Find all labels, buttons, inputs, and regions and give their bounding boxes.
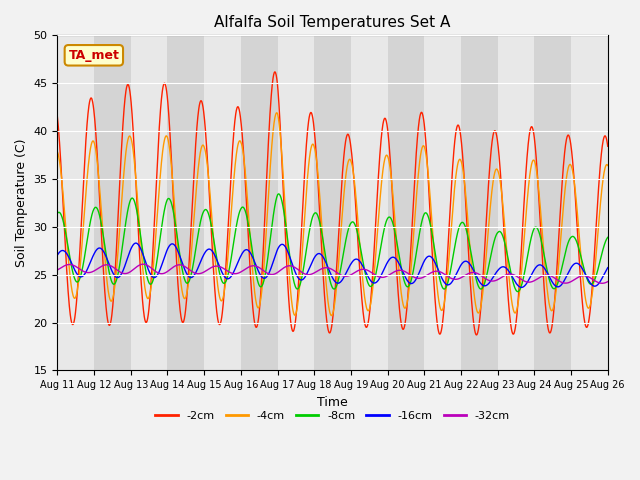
- -8cm: [171, 217, 179, 223]
- -32cm: [260, 268, 268, 274]
- -2cm: [281, 227, 289, 233]
- -16cm: [54, 252, 61, 258]
- -32cm: [429, 269, 437, 275]
- -2cm: [429, 271, 437, 276]
- -4cm: [278, 158, 286, 164]
- -32cm: [598, 280, 606, 286]
- -4cm: [54, 149, 61, 155]
- -8cm: [281, 216, 289, 222]
- -16cm: [604, 265, 612, 271]
- X-axis label: Time: Time: [317, 396, 348, 408]
- -8cm: [85, 227, 93, 232]
- -4cm: [281, 203, 289, 209]
- -32cm: [604, 279, 612, 285]
- -4cm: [604, 163, 612, 168]
- Legend: -2cm, -4cm, -8cm, -16cm, -32cm: -2cm, -4cm, -8cm, -16cm, -32cm: [151, 406, 515, 425]
- -4cm: [259, 272, 267, 277]
- Bar: [168, 36, 204, 371]
- Text: TA_met: TA_met: [68, 49, 119, 62]
- Bar: [461, 36, 498, 371]
- -8cm: [514, 289, 522, 295]
- -8cm: [259, 280, 267, 286]
- -4cm: [273, 110, 280, 116]
- -2cm: [473, 332, 481, 338]
- -4cm: [171, 207, 179, 213]
- Bar: [94, 36, 131, 371]
- -4cm: [430, 243, 438, 249]
- -2cm: [171, 227, 179, 232]
- -16cm: [85, 263, 93, 269]
- Title: Alfalfa Soil Temperatures Set A: Alfalfa Soil Temperatures Set A: [214, 15, 451, 30]
- -2cm: [54, 114, 61, 120]
- Y-axis label: Soil Temperature (C): Soil Temperature (C): [15, 139, 28, 267]
- -8cm: [604, 234, 612, 240]
- -32cm: [281, 264, 289, 270]
- -16cm: [132, 240, 140, 246]
- -2cm: [259, 246, 267, 252]
- Line: -16cm: -16cm: [58, 243, 608, 288]
- Bar: [388, 36, 424, 371]
- Bar: [314, 36, 351, 371]
- -4cm: [328, 312, 335, 318]
- -8cm: [278, 200, 286, 205]
- -2cm: [85, 103, 93, 108]
- -32cm: [140, 261, 147, 267]
- Line: -8cm: -8cm: [58, 194, 608, 292]
- -16cm: [172, 243, 179, 249]
- -16cm: [260, 276, 268, 281]
- Bar: [241, 36, 278, 371]
- -16cm: [429, 257, 437, 263]
- -32cm: [172, 263, 179, 269]
- -16cm: [278, 241, 286, 247]
- -8cm: [275, 191, 282, 197]
- -32cm: [54, 267, 61, 273]
- -8cm: [429, 239, 437, 244]
- Line: -2cm: -2cm: [58, 72, 608, 335]
- Line: -4cm: -4cm: [58, 113, 608, 315]
- -32cm: [85, 270, 93, 276]
- -2cm: [278, 166, 286, 172]
- Line: -32cm: -32cm: [58, 264, 608, 283]
- -16cm: [518, 285, 525, 290]
- -8cm: [54, 210, 61, 216]
- -16cm: [281, 243, 289, 249]
- -2cm: [271, 69, 279, 75]
- -4cm: [85, 157, 93, 163]
- Bar: [534, 36, 571, 371]
- -32cm: [278, 266, 286, 272]
- -2cm: [604, 144, 612, 149]
